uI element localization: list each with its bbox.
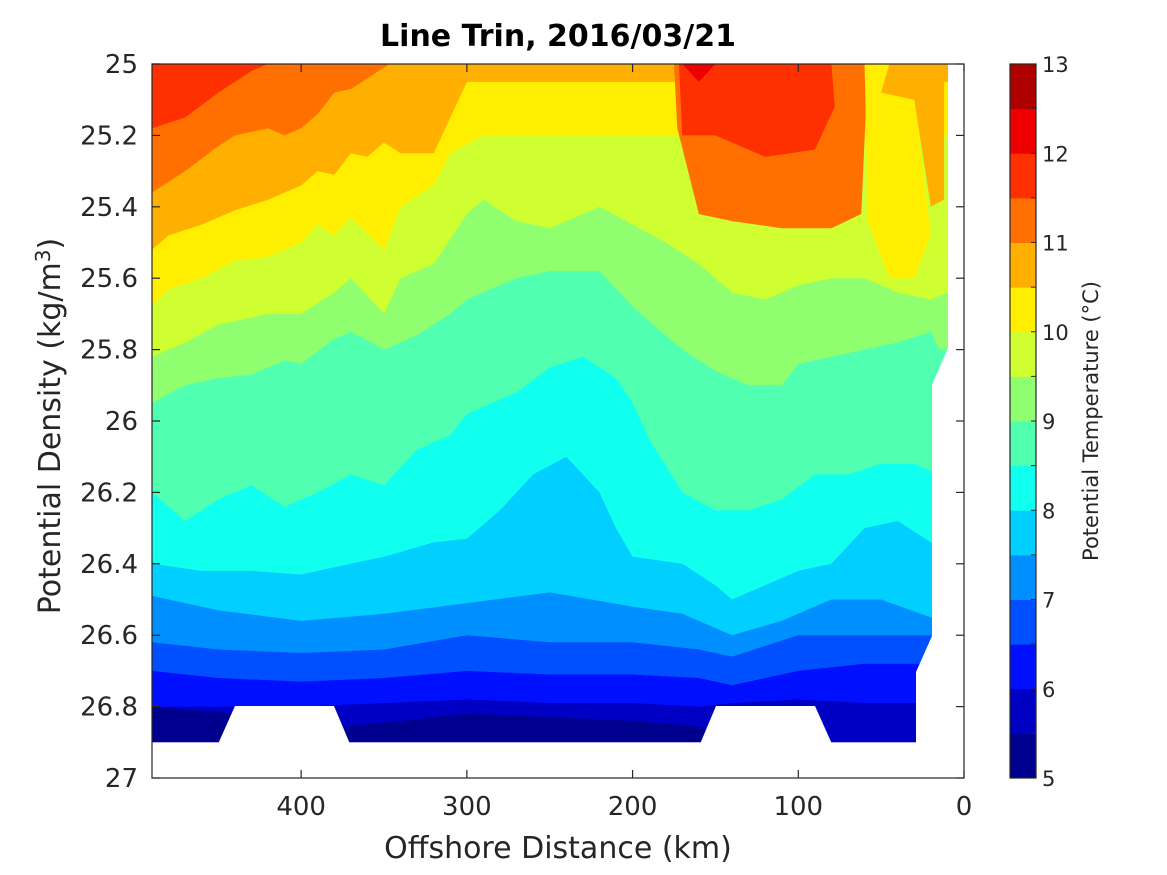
y-tick-label: 26.2	[80, 478, 138, 508]
y-tick-label: 25.2	[80, 121, 138, 151]
x-tick-label: 100	[773, 792, 823, 822]
y-tick-label: 25.4	[80, 193, 138, 223]
y-tick-label: 25	[105, 50, 138, 80]
colorbar-tick-label: 11	[1042, 232, 1069, 256]
warm-core-inner	[678, 64, 835, 157]
colorbar-segment	[1010, 376, 1036, 422]
below-data-region	[152, 742, 964, 778]
colorbar-tick-label: 5	[1042, 767, 1055, 791]
x-axis-ticks: 400 300 200 100 0	[276, 64, 972, 822]
contour-bands	[152, 64, 964, 778]
colorbar-segment	[1010, 197, 1036, 243]
y-tick-label: 25.8	[80, 336, 138, 366]
warm-core-peak	[682, 64, 716, 82]
colorbar-tick-label: 7	[1042, 589, 1055, 613]
band-layer	[152, 64, 964, 778]
coastal-band-warm	[881, 64, 945, 207]
colorbar-tick-label: 6	[1042, 678, 1055, 702]
missing-data-regions	[218, 64, 964, 778]
colorbar-segment	[1010, 242, 1036, 288]
colorbar	[1010, 64, 1036, 779]
colorbar-segment	[1010, 287, 1036, 333]
y-tick-label: 26.6	[80, 621, 138, 651]
colorbar-segment	[1010, 108, 1036, 154]
y-tick-label: 27	[105, 764, 138, 794]
colorbar-segment	[1010, 554, 1036, 600]
x-axis-label: Offshore Distance (km)	[384, 831, 732, 866]
colorbar-tick-label: 9	[1042, 410, 1055, 434]
x-tick-label: 200	[608, 792, 658, 822]
y-tick-label: 26	[105, 407, 138, 437]
colorbar-segment	[1010, 688, 1036, 734]
colorbar-ticks: 5 6 7 8 9 10 11 12 13	[1031, 53, 1069, 791]
colorbar-tick-label: 12	[1042, 142, 1069, 166]
chart-title: Line Trin, 2016/03/21	[380, 19, 736, 54]
colorbar-segment	[1010, 465, 1036, 511]
colorbar-tick-label: 13	[1042, 53, 1069, 77]
colorbar-segment	[1010, 331, 1036, 377]
colorbar-segment	[1010, 510, 1036, 556]
colorbar-segment	[1010, 644, 1036, 690]
colorbar-tick-label: 10	[1042, 321, 1069, 345]
y-tick-label: 26.8	[80, 693, 138, 723]
colorbar-tick-label: 8	[1042, 499, 1055, 523]
colorbar-segment	[1010, 421, 1036, 467]
y-tick-label: 26.4	[80, 550, 138, 580]
coastal-band	[864, 64, 931, 279]
colorbar-segment	[1010, 64, 1036, 110]
y-tick-label: 25.6	[80, 264, 138, 294]
y-axis-label: Potential Density (kg/m3)	[31, 238, 68, 614]
colorbar-segment	[1010, 153, 1036, 199]
colorbar-segment	[1010, 599, 1036, 645]
x-tick-label: 300	[442, 792, 492, 822]
y-axis-label-superscript: 3	[31, 249, 55, 262]
y-axis-ticks: 25 25.2 25.4 25.6 25.8 26 26.2 26.4 26.6 26.8 27	[80, 50, 964, 794]
x-tick-label: 0	[956, 792, 973, 822]
x-tick-label: 400	[276, 792, 326, 822]
colorbar-label: Potential Temperature (°C)	[1079, 281, 1103, 561]
colorbar-segment	[1010, 733, 1036, 779]
